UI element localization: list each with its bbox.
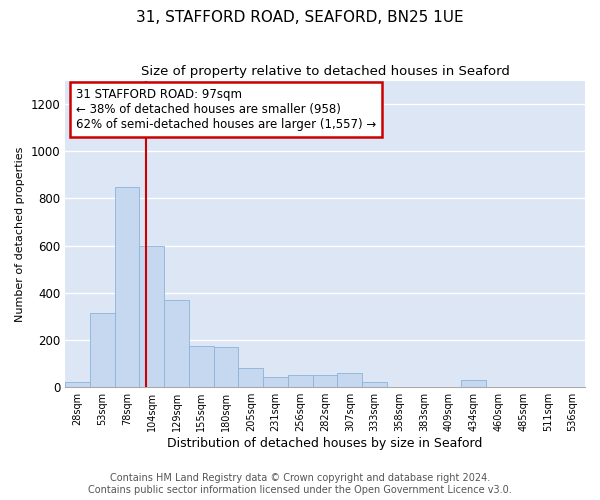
Bar: [263, 376, 288, 387]
Bar: [461, 380, 486, 387]
Bar: [189, 346, 214, 387]
Text: 31 STAFFORD ROAD: 97sqm
← 38% of detached houses are smaller (958)
62% of semi-d: 31 STAFFORD ROAD: 97sqm ← 38% of detache…: [76, 88, 376, 131]
Bar: [288, 376, 313, 387]
Bar: [362, 382, 387, 387]
Bar: [139, 246, 164, 387]
Bar: [214, 347, 238, 387]
Bar: [238, 368, 263, 387]
Y-axis label: Number of detached properties: Number of detached properties: [15, 146, 25, 322]
Bar: [164, 300, 189, 387]
Bar: [337, 373, 362, 387]
Title: Size of property relative to detached houses in Seaford: Size of property relative to detached ho…: [140, 65, 509, 78]
Text: 31, STAFFORD ROAD, SEAFORD, BN25 1UE: 31, STAFFORD ROAD, SEAFORD, BN25 1UE: [136, 10, 464, 25]
Bar: [65, 382, 90, 387]
Bar: [90, 313, 115, 387]
Bar: [115, 186, 139, 387]
Text: Contains HM Land Registry data © Crown copyright and database right 2024.
Contai: Contains HM Land Registry data © Crown c…: [88, 474, 512, 495]
Bar: [313, 376, 337, 387]
X-axis label: Distribution of detached houses by size in Seaford: Distribution of detached houses by size …: [167, 437, 483, 450]
